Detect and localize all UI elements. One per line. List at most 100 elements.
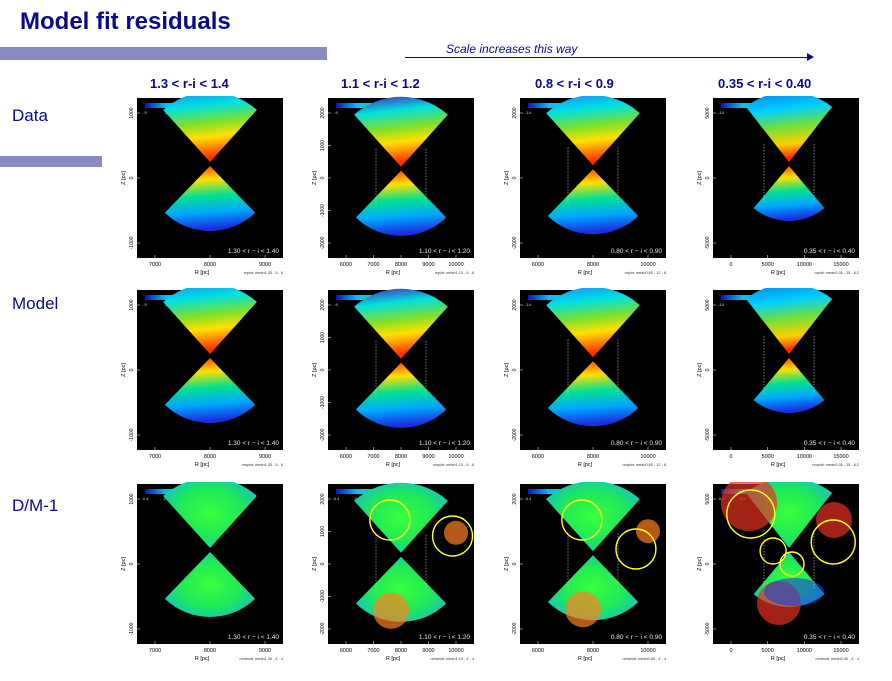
- x-tick-label: 10000: [448, 262, 463, 268]
- y-tick-label: -5000: [705, 236, 711, 249]
- x-axis-label: R [pc]: [771, 656, 786, 662]
- x-tick-label: 10000: [797, 648, 812, 654]
- y-tick-label: -2000: [512, 428, 518, 441]
- scale-note: Scale increases this way: [446, 42, 578, 56]
- figure-panel-r1-c2: -9-8-7-6-51.10 < r − i < 1.20200010000-1…: [306, 96, 476, 278]
- x-axis-label: R [pc]: [386, 656, 401, 662]
- x-tick-label: 10000: [640, 648, 655, 654]
- y-tick-label: -1000: [320, 396, 326, 409]
- upper-wedge: [546, 482, 640, 552]
- row-label-model: Model: [12, 294, 59, 313]
- x-axis-label: R [pc]: [386, 270, 401, 276]
- y-tick-label: -5000: [705, 428, 711, 441]
- panel-footnote: nmresid: mean1.30 - 4 - 4: [240, 657, 283, 661]
- x-tick-label: 15000: [833, 648, 848, 654]
- y-tick-label: 0: [320, 368, 326, 371]
- x-tick-label: 8000: [204, 262, 216, 268]
- colorbar-tick-label: -9: [143, 110, 147, 115]
- title-underline-bar: [0, 47, 327, 60]
- x-axis-label: R [pc]: [771, 462, 786, 468]
- panel-footnote: nmplot: mean0.80 - 12 - 8: [623, 463, 666, 467]
- y-tick-label: 1000: [129, 493, 135, 504]
- y-tick-label: -2000: [320, 236, 326, 249]
- x-tick-label: 15000: [833, 454, 848, 460]
- y-axis-label: Z [pc]: [504, 363, 510, 377]
- x-tick-label: 10000: [797, 454, 812, 460]
- column-header-3: 0.8 < r-i < 0.9: [535, 76, 614, 91]
- panel-range-label: 1.10 < r − i < 1.20: [419, 634, 471, 641]
- x-tick-label: 0: [729, 262, 732, 268]
- panel-range-label: 0.35 < r − i < 0.40: [804, 634, 856, 641]
- x-tick-label: 7000: [367, 262, 379, 268]
- x-tick-label: 9000: [422, 454, 434, 460]
- upper-wedge: [354, 482, 448, 553]
- y-tick-label: 2000: [512, 107, 518, 118]
- panel-footnote: mplot: mean0.80 - 12 - 8: [625, 271, 666, 275]
- lower-wedge: [547, 169, 639, 235]
- residual-hotspot: [565, 591, 601, 628]
- x-axis-label: R [pc]: [195, 656, 210, 662]
- panel-footnote: nmresid: mean0.35 - 4 - 4: [816, 657, 859, 661]
- y-axis-label: Z [pc]: [312, 363, 318, 377]
- y-tick-label: 0: [512, 368, 518, 371]
- upper-wedge: [354, 96, 448, 167]
- x-tick-label: 10000: [797, 262, 812, 268]
- column-header-2: 1.1 < r-i < 1.2: [341, 76, 420, 91]
- panel-range-label: 0.80 < r − i < 0.90: [611, 248, 663, 255]
- panel-range-label: 0.35 < r − i < 0.40: [804, 440, 856, 447]
- x-tick-label: 8000: [204, 648, 216, 654]
- lower-wedge: [753, 358, 825, 413]
- panel-footnote: mplot: mean1.10 - 9 - 6: [435, 271, 474, 275]
- colorbar-tick-label: -9: [334, 110, 338, 115]
- y-tick-label: -5000: [705, 622, 711, 635]
- panel-footnote: mplot: mean1.30 - 9 - 6: [244, 271, 283, 275]
- upper-wedge: [163, 482, 257, 548]
- y-tick-label: 0: [705, 562, 711, 565]
- panel-footnote: nmplot: mean1.30 - 9 - 6: [242, 463, 283, 467]
- x-tick-label: 5000: [762, 648, 774, 654]
- y-tick-label: 1000: [320, 140, 326, 151]
- y-axis-label: Z [pc]: [697, 171, 703, 185]
- figure-panel-r3-c4: -0.4-0.200.20.40.35 < r − i < 0.4050000-…: [691, 482, 861, 664]
- panel-range-label: 0.35 < r − i < 0.40: [804, 248, 856, 255]
- figure-panel-r2-c2: -9-8-7-6-51.10 < r − i < 1.20200010000-1…: [306, 288, 476, 470]
- upper-wedge: [745, 96, 833, 162]
- x-tick-label: 7000: [149, 648, 161, 654]
- y-tick-label: -1000: [320, 590, 326, 603]
- y-tick-label: 0: [129, 368, 135, 371]
- highlight-circle: [615, 528, 657, 570]
- x-tick-label: 8000: [587, 262, 599, 268]
- panel-footnote: mplot: mean0.35 - 15 - 6.2: [814, 271, 859, 275]
- panel-footnote: nmplot: mean1.10 - 9 - 6: [433, 463, 474, 467]
- residual-hotspot: [444, 520, 468, 545]
- x-tick-label: 7000: [149, 262, 161, 268]
- y-tick-label: 1000: [320, 332, 326, 343]
- y-tick-label: -1000: [129, 622, 135, 635]
- residual-hotspot: [636, 519, 660, 544]
- y-tick-label: 5000: [705, 107, 711, 118]
- y-tick-label: -1000: [129, 236, 135, 249]
- colorbar-tick-label: -0.4: [333, 496, 341, 501]
- y-tick-label: 5000: [705, 493, 711, 504]
- scale-arrow-icon: [405, 53, 814, 61]
- x-tick-label: 8000: [587, 648, 599, 654]
- figure-panel-r1-c3: -14-12-10-80.80 < r − i < 0.9020000-2000…: [498, 96, 668, 278]
- colorbar-tick-label: -0.4: [525, 496, 533, 501]
- y-tick-label: 0: [320, 176, 326, 179]
- x-axis-label: R [pc]: [578, 270, 593, 276]
- x-tick-label: 7000: [149, 454, 161, 460]
- residual-hotspot: [721, 482, 777, 531]
- x-axis-label: R [pc]: [195, 462, 210, 468]
- row-label-data: Data: [12, 106, 48, 125]
- y-tick-label: 1000: [129, 299, 135, 310]
- upper-wedge: [163, 288, 257, 354]
- y-tick-label: 2000: [320, 107, 326, 118]
- figure-panel-r1-c1: -9-8-7-6-51.30 < r − i < 1.4010000-1000Z…: [115, 96, 285, 278]
- y-tick-label: 2000: [512, 299, 518, 310]
- residual-hotspot: [373, 592, 409, 629]
- x-tick-label: 6000: [340, 648, 352, 654]
- highlight-circle: [759, 537, 787, 565]
- y-tick-label: -1000: [129, 428, 135, 441]
- lower-wedge: [164, 552, 256, 617]
- lower-wedge: [547, 361, 639, 427]
